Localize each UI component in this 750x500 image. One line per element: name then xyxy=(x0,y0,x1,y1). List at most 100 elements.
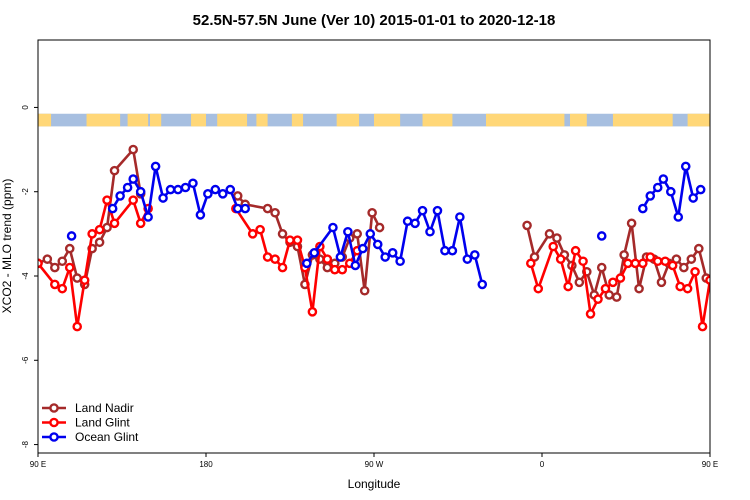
series-line-segment xyxy=(708,272,710,281)
series-line-segment xyxy=(68,267,79,327)
legend-marker xyxy=(49,432,59,442)
data-point xyxy=(395,256,405,267)
data-point xyxy=(232,203,243,214)
land-band-segment xyxy=(336,113,360,127)
data-point xyxy=(50,279,60,290)
series-line-segment xyxy=(451,216,462,251)
data-point xyxy=(673,212,684,222)
series-line-segment xyxy=(146,166,157,218)
data-point xyxy=(102,195,112,205)
data-point xyxy=(740,167,747,174)
data-point xyxy=(570,245,581,256)
data-point xyxy=(690,266,700,277)
data-point xyxy=(638,258,648,269)
data-point xyxy=(374,222,385,233)
data-point xyxy=(708,281,710,288)
data-point xyxy=(626,218,637,229)
data-point xyxy=(337,264,348,275)
data-point xyxy=(195,210,206,220)
land-band-segment xyxy=(570,113,587,127)
data-point xyxy=(733,224,740,231)
x-tick-label: 180 xyxy=(199,460,213,469)
data-point xyxy=(335,252,346,262)
data-point xyxy=(277,262,288,273)
series-line-segment xyxy=(744,150,750,171)
data-point xyxy=(322,262,333,273)
data-point xyxy=(705,275,710,286)
data-point xyxy=(128,144,138,155)
data-point xyxy=(694,243,704,254)
data-point xyxy=(675,281,685,292)
data-point xyxy=(555,254,566,264)
land-band-segment xyxy=(714,114,748,127)
data-point xyxy=(544,229,555,239)
data-point xyxy=(725,239,732,246)
legend-label: Land Glint xyxy=(75,416,130,430)
x-tick-label: 90 W xyxy=(365,460,384,469)
series-line-segment xyxy=(693,271,704,327)
data-point xyxy=(217,189,228,199)
data-point xyxy=(285,235,295,245)
data-point xyxy=(94,237,105,248)
data-point xyxy=(680,161,691,172)
series-line-segment xyxy=(68,248,79,279)
data-point xyxy=(135,186,146,197)
series-ocean-glint xyxy=(66,161,706,290)
series-line-segment xyxy=(98,199,109,230)
data-point xyxy=(135,218,146,229)
data-point xyxy=(158,193,168,203)
data-point xyxy=(128,174,138,184)
data-point xyxy=(682,283,693,294)
land-band-segment xyxy=(38,113,52,127)
x-tick-label: 90 E xyxy=(30,460,46,469)
data-point xyxy=(623,258,633,269)
data-point xyxy=(359,285,370,296)
series-line-segment xyxy=(732,200,739,223)
data-point xyxy=(350,260,361,271)
series-line-segment xyxy=(363,212,374,291)
surface-band xyxy=(38,113,748,127)
land-band-segment xyxy=(687,113,710,127)
data-point xyxy=(143,212,153,222)
land-band-segment xyxy=(256,113,268,127)
data-point xyxy=(666,186,676,197)
data-point xyxy=(593,294,603,304)
x-tick-label: 0 xyxy=(540,460,545,469)
data-point xyxy=(462,254,473,264)
data-point xyxy=(634,283,644,294)
data-point xyxy=(574,277,585,288)
data-point xyxy=(380,252,391,262)
land-band-segment xyxy=(127,113,149,127)
axes: 90 E 180 90 W 0 90 E 0 -2 -4 -6 -8 xyxy=(21,39,718,469)
data-point xyxy=(447,245,458,256)
series-line-segment xyxy=(398,220,409,262)
data-point xyxy=(387,248,398,258)
data-point xyxy=(66,231,77,241)
data-point xyxy=(372,239,383,250)
data-point xyxy=(64,262,75,273)
data-point xyxy=(578,256,588,267)
series-line-segment xyxy=(701,280,710,327)
data-point xyxy=(301,258,312,269)
series-line-segment xyxy=(473,254,484,285)
data-point xyxy=(365,229,376,239)
data-point xyxy=(729,197,736,204)
land-band-segment xyxy=(191,113,206,127)
series-line-segment xyxy=(83,233,94,281)
series-line-segment xyxy=(537,246,555,290)
data-point xyxy=(695,184,706,195)
series-line-segment xyxy=(458,216,469,260)
data-point xyxy=(432,205,443,216)
data-point xyxy=(255,224,265,235)
legend-label: Land Nadir xyxy=(75,401,134,415)
data-point xyxy=(309,248,320,258)
series-line-segment xyxy=(154,166,165,199)
data-point xyxy=(526,258,536,269)
data-point xyxy=(714,230,721,237)
data-point xyxy=(107,203,118,214)
data-point xyxy=(328,222,338,233)
data-point xyxy=(608,277,618,288)
data-point xyxy=(322,254,333,264)
